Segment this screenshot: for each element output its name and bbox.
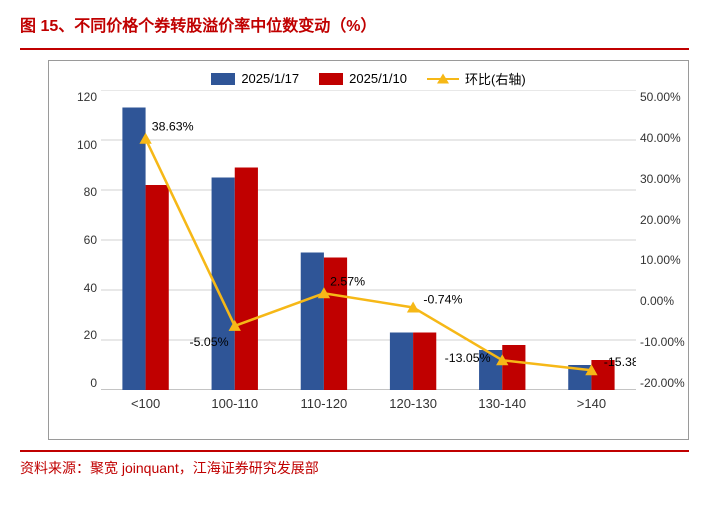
legend-label-line: 环比(右轴) — [465, 69, 526, 88]
x-tick: 100-110 — [190, 396, 279, 411]
x-tick: <100 — [101, 396, 190, 411]
bar-series2 — [502, 345, 525, 390]
legend-item-series1: 2025/1/17 — [211, 71, 299, 86]
legend-swatch-series1 — [211, 73, 235, 85]
bar-series1 — [122, 108, 145, 391]
chart-area: 2025/1/17 2025/1/10 环比(右轴) 1201008060402… — [0, 50, 709, 450]
x-axis-labels: <100100-110110-120120-130130-140>140 — [101, 396, 636, 411]
legend: 2025/1/17 2025/1/10 环比(右轴) — [49, 61, 688, 90]
y-left-tick: 60 — [57, 233, 97, 247]
figure: 图 15、不同价格个券转股溢价率中位数变动（%） 2025/1/17 2025/… — [0, 0, 709, 531]
line-data-label: 2.57% — [330, 274, 365, 288]
y-right-tick: -20.00% — [640, 376, 690, 390]
bar-series2 — [235, 168, 258, 391]
bar-series1 — [390, 333, 413, 391]
line-data-label: -5.05% — [189, 335, 228, 349]
legend-item-series2: 2025/1/10 — [319, 71, 407, 86]
y-left-tick: 40 — [57, 281, 97, 295]
bar-series2 — [146, 185, 169, 390]
y-right-tick: 10.00% — [640, 253, 690, 267]
y-right-tick: 30.00% — [640, 172, 690, 186]
line-data-label: 38.63% — [152, 120, 194, 134]
y-right-tick: 40.00% — [640, 131, 690, 145]
y-right-tick: 20.00% — [640, 213, 690, 227]
plot: 120100806040200 50.00%40.00%30.00%20.00%… — [101, 90, 636, 390]
legend-label-series2: 2025/1/10 — [349, 71, 407, 86]
legend-item-line: 环比(右轴) — [427, 69, 526, 88]
line-data-label: -0.74% — [423, 293, 462, 307]
source-rule — [20, 450, 689, 452]
y-axis-left: 120 100 80 60 40 20 0 — [57, 90, 97, 390]
x-tick: 120-130 — [369, 396, 458, 411]
y-right-tick: -10.00% — [640, 335, 690, 349]
y-left-tick: 20 — [57, 328, 97, 342]
y-right-tick: 50.00% — [640, 90, 690, 104]
y-left-tick: 120 — [57, 90, 97, 104]
legend-swatch-series2 — [319, 73, 343, 85]
y-left-tick: 0 — [57, 376, 97, 390]
legend-swatch-line — [427, 72, 459, 86]
line-data-label: -15.38% — [604, 355, 636, 369]
figure-title-wrap: 图 15、不同价格个券转股溢价率中位数变动（%） — [0, 12, 709, 42]
y-left-tick: 80 — [57, 185, 97, 199]
y-right-tick: 0.00% — [640, 294, 690, 308]
x-tick: >140 — [547, 396, 636, 411]
bar-series1 — [301, 253, 324, 391]
chart-box: 2025/1/17 2025/1/10 环比(右轴) 1201008060402… — [48, 60, 689, 440]
plot-svg: 38.63% -5.05% 2.57% -0.74% -13.05% -15.38% — [101, 90, 636, 390]
line-data-label: -13.05% — [445, 351, 491, 365]
y-axis-right: 50.00% 40.00% 30.00% 20.00% 10.00% 0.00% -10.0… — [640, 90, 690, 390]
bar-series2 — [413, 333, 436, 391]
figure-title: 图 15、不同价格个券转股溢价率中位数变动（%） — [20, 18, 376, 35]
y-left-tick: 100 — [57, 138, 97, 152]
legend-label-series1: 2025/1/17 — [241, 71, 299, 86]
figure-source: 资料来源：聚宽 joinquant，江海证券研究发展部 — [0, 458, 709, 478]
x-tick: 110-120 — [279, 396, 368, 411]
x-tick: 130-140 — [458, 396, 547, 411]
